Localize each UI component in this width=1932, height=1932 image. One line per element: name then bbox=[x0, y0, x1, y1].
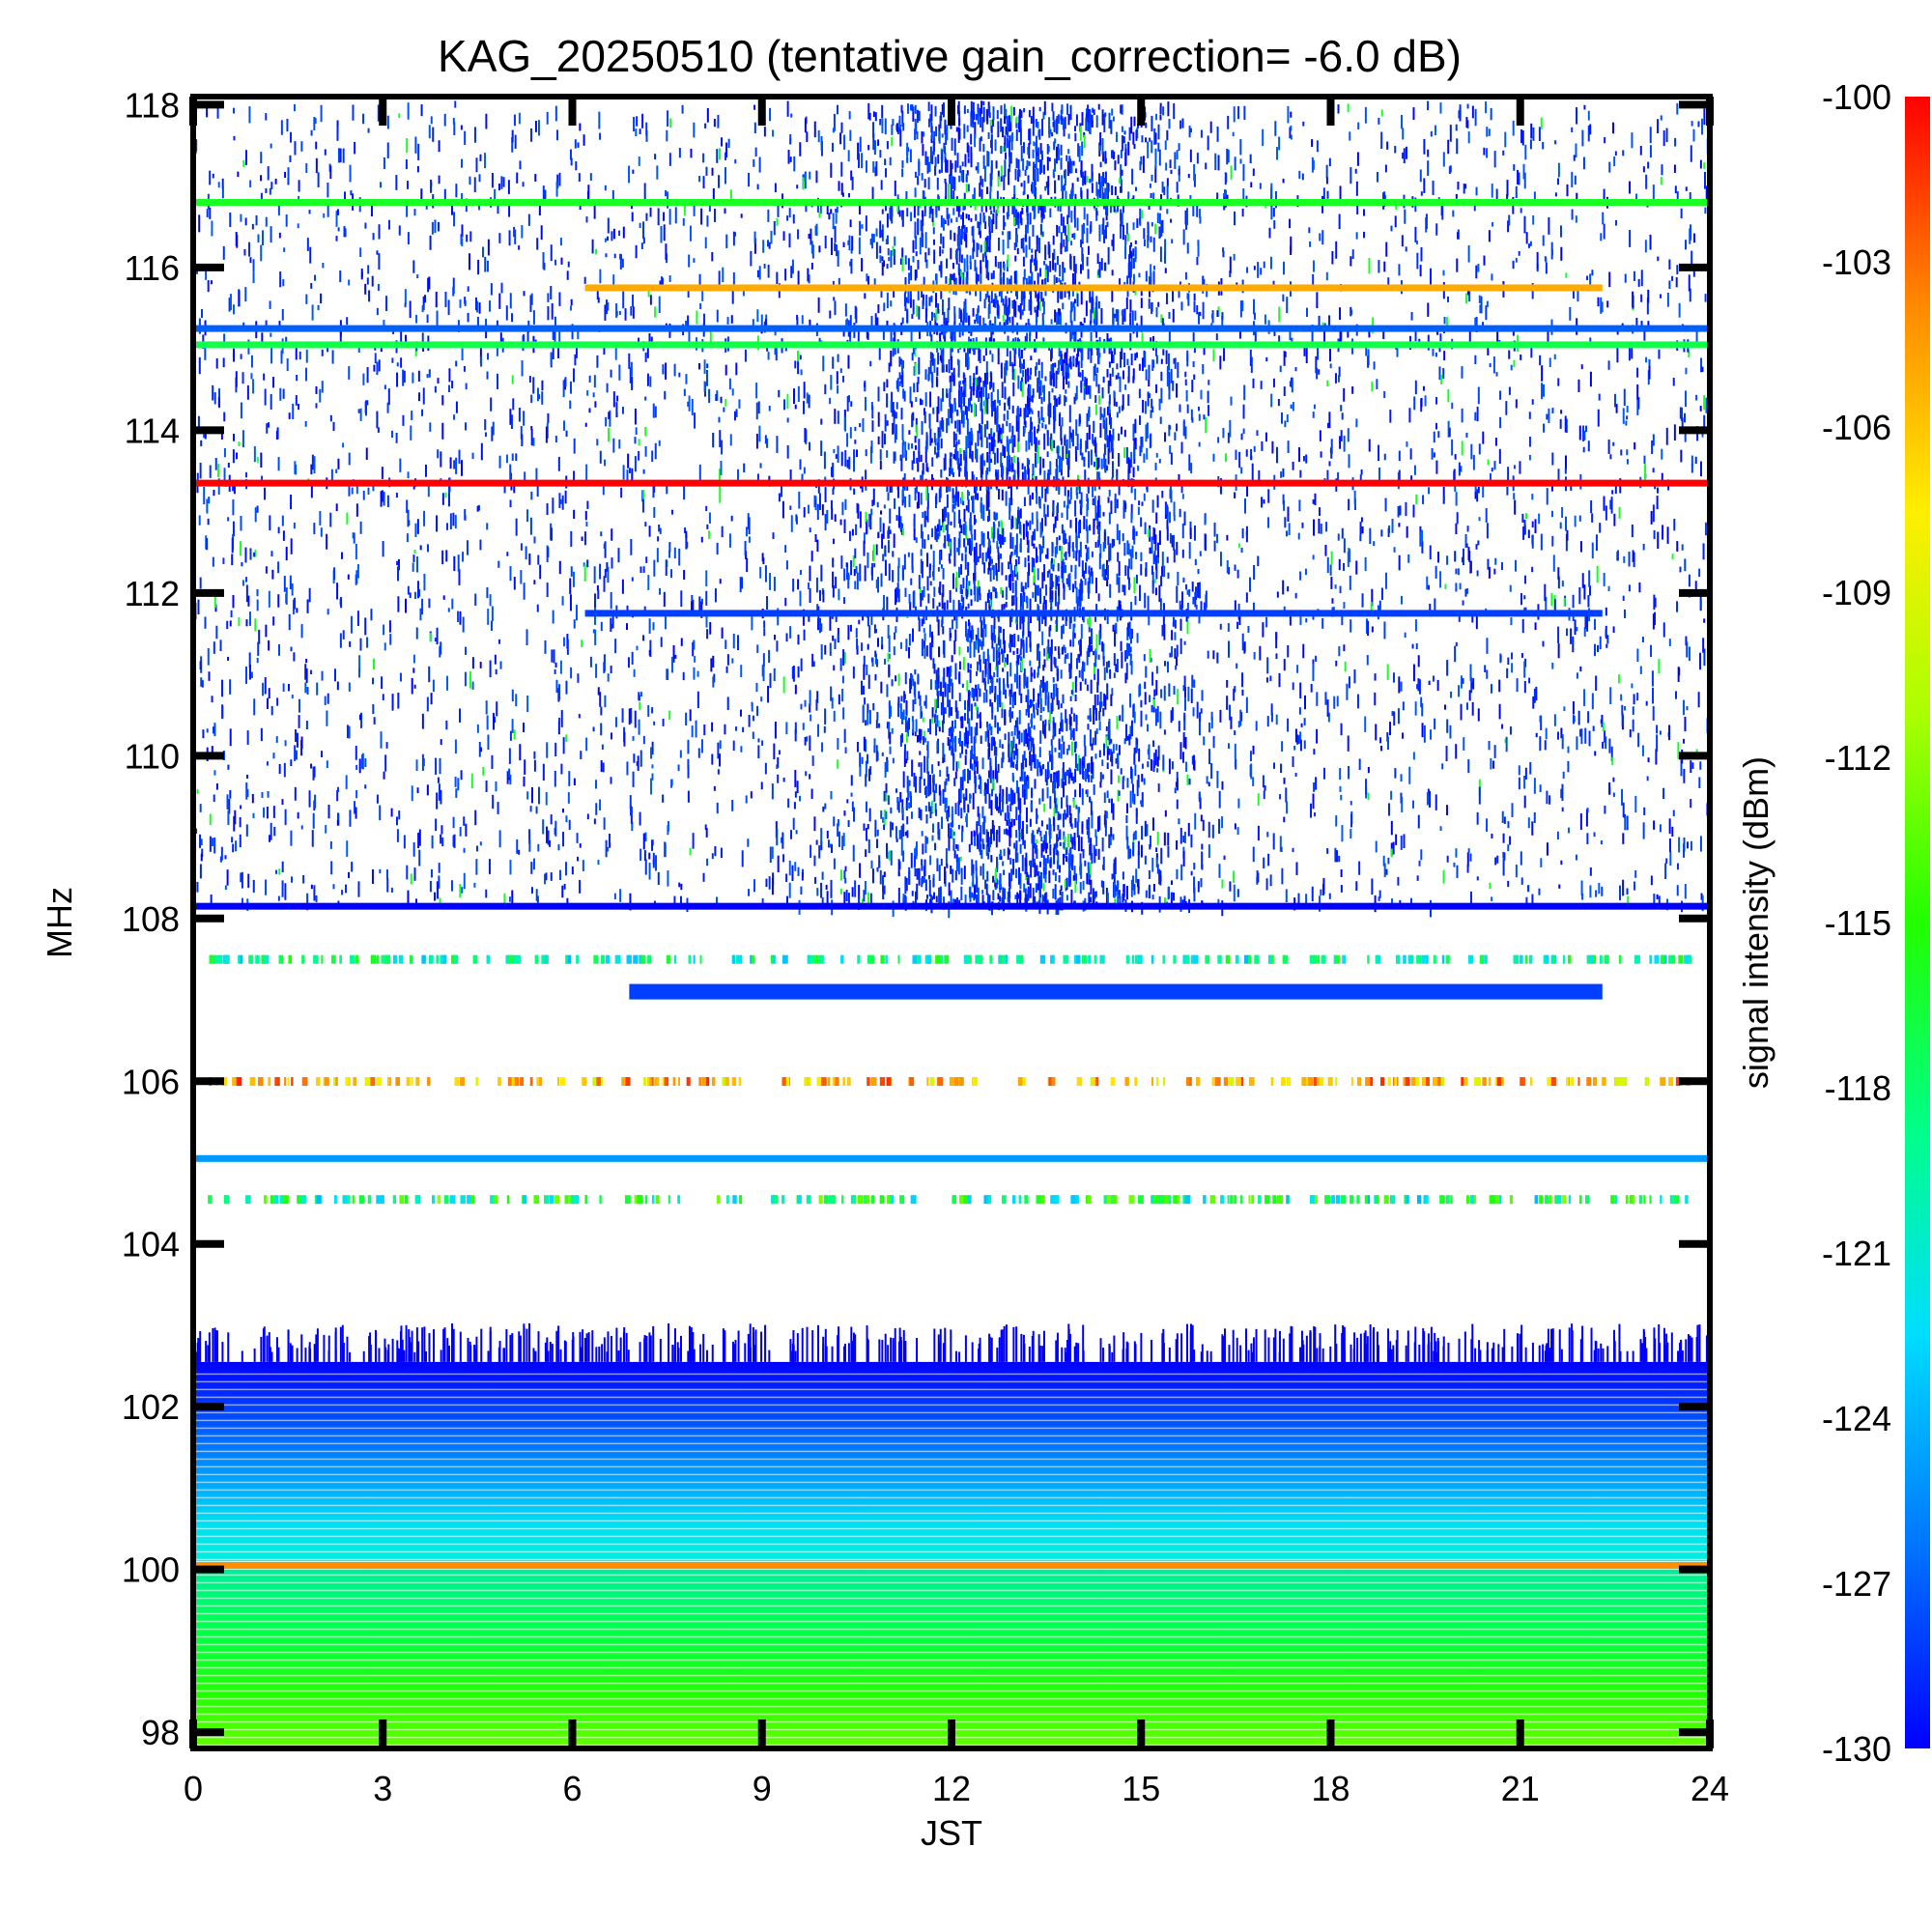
y-tick-label: 104 bbox=[122, 1225, 180, 1264]
band-series bbox=[193, 199, 1710, 1569]
chart-title: KAG_20250510 (tentative gain_correction=… bbox=[438, 31, 1462, 81]
y-tick-label: 108 bbox=[122, 899, 180, 939]
x-tick-label: 9 bbox=[753, 1769, 772, 1808]
x-tick-label: 24 bbox=[1690, 1769, 1729, 1808]
x-tick-label: 3 bbox=[373, 1769, 392, 1808]
x-axis-label: JST bbox=[921, 1813, 982, 1853]
y-tick-label: 114 bbox=[125, 411, 180, 450]
y-axis-ticks: 98 100 102 104 106 108 110 112 114 116 118 bbox=[122, 85, 1710, 1752]
colorbar-tick-label: -106 bbox=[1822, 408, 1891, 447]
y-axis-label: MHz bbox=[40, 887, 79, 958]
y-tick-label: 110 bbox=[125, 736, 180, 776]
x-tick-label: 12 bbox=[932, 1769, 971, 1808]
y-tick-label: 112 bbox=[125, 574, 180, 613]
y-tick-label: 100 bbox=[122, 1550, 180, 1590]
y-tick-label: 106 bbox=[122, 1062, 180, 1101]
colorbar-ticks: -100 -103 -106 -109 -112 -115 -118 -121 -124 -127… bbox=[1822, 77, 1891, 1769]
colorbar-tick-label: -103 bbox=[1822, 242, 1891, 282]
y-tick-label: 116 bbox=[125, 248, 180, 288]
band-0 bbox=[193, 199, 1710, 207]
y-tick-label: 118 bbox=[125, 85, 180, 125]
noise-floor bbox=[193, 1322, 1711, 1748]
band-2 bbox=[193, 325, 1710, 332]
colorbar-tick-label: -127 bbox=[1822, 1564, 1891, 1604]
noise-speckle bbox=[193, 100, 1712, 919]
colorbar-tick-label: -130 bbox=[1822, 1729, 1891, 1769]
x-tick-label: 6 bbox=[562, 1769, 582, 1808]
band-7 bbox=[629, 983, 1603, 1000]
band-5 bbox=[584, 610, 1603, 617]
colorbar-tick-label: -124 bbox=[1822, 1399, 1891, 1438]
x-tick-label: 0 bbox=[184, 1769, 203, 1808]
y-tick-label: 98 bbox=[141, 1713, 180, 1752]
x-tick-label: 21 bbox=[1501, 1769, 1540, 1808]
band-6 bbox=[193, 902, 1710, 910]
sparse-signals bbox=[208, 954, 1692, 1205]
colorbar-tick-label: -112 bbox=[1825, 738, 1891, 778]
band-1 bbox=[584, 284, 1603, 292]
x-tick-label: 18 bbox=[1311, 1769, 1350, 1808]
colorbar-tick-label: -100 bbox=[1822, 77, 1891, 117]
colorbar-tick-label: -109 bbox=[1822, 573, 1891, 612]
colorbar-label: signal intensity (dBm) bbox=[1736, 756, 1776, 1089]
band-3 bbox=[193, 341, 1710, 349]
band-9 bbox=[193, 1561, 1710, 1569]
colorbar bbox=[1905, 97, 1930, 1748]
colorbar-tick-label: -115 bbox=[1825, 903, 1891, 943]
colorbar-tick-label: -121 bbox=[1822, 1234, 1891, 1273]
band-4 bbox=[193, 479, 1710, 487]
x-tick-label: 15 bbox=[1122, 1769, 1160, 1808]
colorbar-tick-label: -118 bbox=[1825, 1068, 1891, 1108]
y-tick-label: 102 bbox=[122, 1387, 180, 1427]
band-8 bbox=[193, 1154, 1710, 1162]
plot-data-layer bbox=[193, 100, 1712, 1748]
